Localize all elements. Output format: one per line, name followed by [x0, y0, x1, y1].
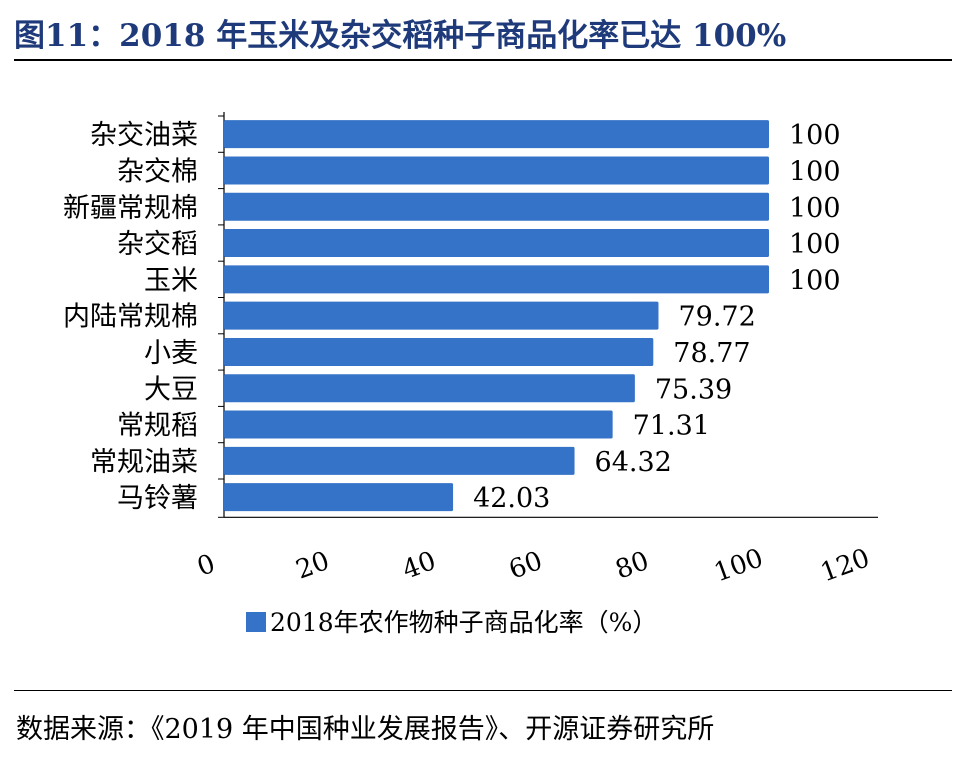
source-note: 数据来源：《2019 年中国种业发展报告》、开源证券研究所 — [16, 714, 715, 745]
bar-2 — [224, 192, 769, 221]
bar-4 — [224, 265, 769, 294]
legend-swatch — [246, 612, 266, 632]
category-label-6: 小麦 — [144, 338, 198, 369]
bar-8 — [224, 410, 613, 439]
value-label-3: 100 — [789, 229, 841, 260]
value-label-9: 64.32 — [595, 447, 672, 478]
value-label-5: 79.72 — [678, 302, 755, 333]
category-label-0: 杂交油菜 — [90, 120, 198, 151]
category-label-7: 大豆 — [144, 374, 198, 405]
x-tick-label-4: 80 — [612, 546, 653, 586]
source-divider — [14, 690, 952, 691]
value-label-1: 100 — [789, 156, 841, 187]
x-tick-label-0: 0 — [193, 549, 219, 583]
chart-legend: 2018年农作物种子商品化率（%） — [246, 608, 657, 637]
bar-5 — [224, 301, 659, 330]
category-label-9: 常规油菜 — [90, 447, 198, 478]
category-label-5: 内陆常规棉 — [63, 302, 198, 333]
x-tick-labels: 0 20 40 60 80 100 120 — [193, 543, 873, 588]
value-label-2: 100 — [789, 193, 841, 224]
bar-0 — [224, 120, 769, 149]
value-label-4: 100 — [789, 265, 841, 296]
chart-title: 图11：2018 年玉米及杂交稻种子商品化率已达 100% — [14, 18, 787, 54]
bar-10 — [224, 483, 454, 512]
category-label-1: 杂交棉 — [117, 156, 198, 187]
category-label-10: 马铃薯 — [117, 483, 198, 514]
x-tick-label-2: 40 — [399, 546, 440, 586]
value-label-8: 71.31 — [633, 411, 710, 442]
value-label-0: 100 — [789, 120, 841, 151]
category-label-4: 玉米 — [144, 265, 198, 296]
bar-1 — [224, 156, 769, 185]
chart-bars — [224, 120, 769, 512]
title-underline — [14, 59, 952, 61]
bar-6 — [224, 337, 654, 366]
value-label-6: 78.77 — [673, 338, 750, 369]
category-label-8: 常规稻 — [117, 411, 198, 442]
category-label-2: 新疆常规棉 — [63, 193, 198, 224]
bar-7 — [224, 374, 635, 403]
value-label-10: 42.03 — [473, 483, 550, 514]
bar-9 — [224, 446, 575, 475]
legend-label: 2018年农作物种子商品化率（%） — [270, 608, 657, 637]
x-tick-label-5: 100 — [710, 543, 767, 588]
bar-3 — [224, 229, 769, 258]
value-label-7: 75.39 — [655, 374, 732, 405]
x-tick-label-1: 20 — [292, 546, 333, 586]
x-tick-label-6: 120 — [817, 543, 874, 588]
value-labels: 100 100 100 100 100 79.72 78.77 75.39 71.31 64.32… — [473, 120, 840, 514]
x-tick-label-3: 60 — [505, 546, 546, 586]
category-label-3: 杂交稻 — [117, 229, 198, 260]
